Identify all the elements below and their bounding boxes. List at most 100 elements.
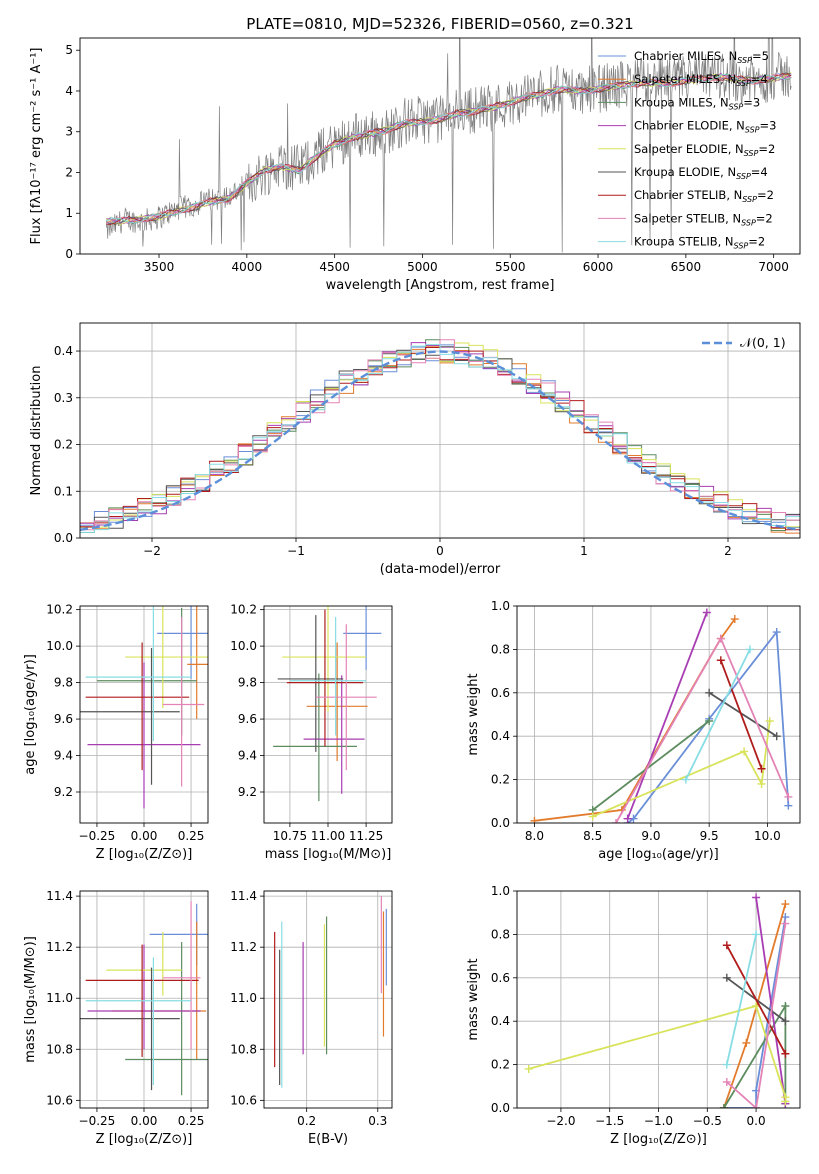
x-axis-label: Z [log₁₀(Z/Z⊙)]	[96, 847, 193, 862]
residuals-panel	[80, 323, 800, 539]
y-tick-label: 9.4	[54, 749, 73, 763]
x-tick-label: 0.00	[131, 829, 158, 843]
mass-weight-marker	[781, 919, 790, 928]
mass-weight-vs-age-panel-frame: 8.0 8.5 9.0 9.5 10.0 0.0 0.2 0.4 0.6 0.8 1.0 age [l…	[466, 599, 801, 862]
mass-weight-marker	[730, 615, 739, 624]
mass-weight-marker	[611, 819, 620, 823]
y-tick-label: 0.4	[491, 729, 510, 743]
mass-weight-marker	[716, 634, 725, 643]
legend-entry-tail: =2	[756, 211, 773, 225]
legend-entry: Chabrier MILES, NSSP=5	[634, 49, 769, 65]
x-axis-label: Z [log₁₀(Z/Z⊙)]	[96, 1132, 193, 1147]
y-axis-label: mass [log₁₀(M/M⊙)]	[23, 936, 38, 1063]
y-axis-label: Normed distribution	[29, 366, 44, 496]
legend-entry-sub: SSP	[744, 149, 759, 158]
x-tick-label: 3500	[144, 260, 175, 274]
mass-weight-marker	[623, 814, 632, 823]
x-tick-label: 0.25	[178, 829, 205, 843]
legend-entry-sub: SSP	[737, 56, 752, 65]
mass-weight-marker	[757, 779, 766, 788]
legend-entry: Kroupa ELODIE, NSSP=4	[634, 165, 768, 181]
mass-weight-marker	[781, 900, 790, 909]
legend-entry-sub: SSP	[729, 102, 744, 111]
mass-weight-marker	[745, 645, 754, 654]
x-tick-label: 11.25	[349, 829, 383, 843]
mass-vs-ebv-panel-plot	[274, 896, 387, 1088]
age-vs-mass-panel-frame: 10.75 11.00 11.25 9.2 9.4 9.6 9.8 10.0 10.2 mass …	[230, 603, 393, 862]
mass-weight-line	[592, 720, 771, 818]
y-tick-label: 9.8	[238, 676, 257, 690]
x-tick-label: 9.0	[641, 829, 660, 843]
mass-vs-metallicity-panel	[80, 891, 208, 1108]
legend-entry-text: Chabrier MILES, N	[634, 49, 737, 63]
y-tick-label: 11.4	[230, 889, 257, 903]
y-tick-label: 0.0	[491, 1101, 510, 1115]
x-axis-label: E(B-V)	[308, 1132, 348, 1147]
mass-weight-marker	[719, 1104, 728, 1108]
legend-entry-sub: SSP	[736, 172, 751, 181]
legend-entry: Salpeter STELIB, NSSP=2	[634, 211, 773, 227]
x-tick-label: 2	[724, 544, 732, 558]
residuals-panel-plot	[80, 339, 800, 534]
residuals-panel-frame: −2 −1 0 1 2 0.0 0.1 0.2 0.3 0.4 (data-model)/error…	[29, 322, 801, 577]
age-vs-metallicity-panel	[80, 606, 208, 823]
x-tick-label: 0	[436, 544, 444, 558]
mass-weight-marker	[765, 717, 774, 726]
legend-entry-tail: =2	[748, 235, 765, 249]
mass-weight-marker	[752, 1104, 761, 1108]
y-axis-label: mass weight	[466, 958, 481, 1040]
x-tick-label: 0.3	[368, 1114, 387, 1128]
mass-weight-marker	[781, 1049, 790, 1058]
mass-weight-marker	[742, 1038, 751, 1047]
mass-weight-vs-metallicity-panel	[517, 890, 800, 1109]
axes-frame	[263, 890, 393, 1109]
mass-weight-marker	[681, 775, 690, 784]
x-tick-label: −0.25	[79, 829, 116, 843]
mass-weight-line	[708, 692, 778, 737]
x-axis-label: wavelength [Angstrom, rest frame]	[326, 278, 555, 293]
y-tick-label: 11.4	[46, 889, 73, 903]
y-tick-label: 0.0	[491, 816, 510, 830]
mass-weight-line	[592, 720, 710, 811]
y-tick-label: 0.6	[491, 686, 510, 700]
mass-weight-marker	[524, 1064, 533, 1073]
x-tick-label: 0.25	[178, 1114, 205, 1128]
x-tick-label: 5000	[407, 260, 438, 274]
x-tick-label: −1.0	[644, 1114, 673, 1128]
x-axis-label: mass [log₁₀(M/M⊙)]	[265, 847, 392, 862]
legend-entry-text: Salpeter MILES, N	[634, 72, 736, 86]
model-spectrum-line	[106, 74, 792, 224]
y-tick-label: 0.6	[491, 971, 510, 985]
legend-entry-text: Kroupa ELODIE, N	[634, 165, 736, 179]
mass-weight-marker	[722, 1060, 731, 1069]
y-tick-label: 11.0	[46, 991, 73, 1005]
legend-entry-text: Chabrier STELIB, N	[634, 188, 742, 202]
legend-entry-text: Chabrier ELODIE, N	[634, 119, 745, 133]
mass-weight-marker	[716, 656, 725, 665]
y-tick-label: 3	[65, 125, 73, 139]
y-tick-label: 0.2	[491, 773, 510, 787]
y-tick-label: 9.6	[238, 712, 257, 726]
y-tick-label: 0.4	[491, 1014, 510, 1028]
y-tick-label: 9.8	[54, 676, 73, 690]
mass-weight-marker	[705, 717, 714, 726]
x-tick-label: 9.5	[700, 829, 719, 843]
y-tick-label: 9.2	[238, 785, 257, 799]
y-tick-label: 10.6	[46, 1093, 73, 1107]
y-tick-label: 10.8	[46, 1042, 73, 1056]
y-axis-label: mass weight	[466, 673, 481, 755]
mass-weight-line	[726, 944, 787, 1055]
mass-vs-metallicity-panel-plot	[80, 901, 208, 1096]
y-tick-label: 0.1	[54, 484, 73, 498]
spectrum-panel-plot	[105, 38, 792, 253]
mass-weight-marker	[722, 973, 731, 982]
y-tick-label: 9.4	[238, 749, 257, 763]
legend-entry: Salpeter MILES, NSSP=4	[634, 72, 768, 88]
x-tick-label: −1.5	[595, 1114, 624, 1128]
legend-entry: Salpeter ELODIE, NSSP=2	[634, 142, 775, 158]
x-tick-label: −2.0	[546, 1114, 575, 1128]
legend-entry-sub: SSP	[742, 195, 757, 204]
legend-entry-tail: =2	[757, 188, 774, 202]
